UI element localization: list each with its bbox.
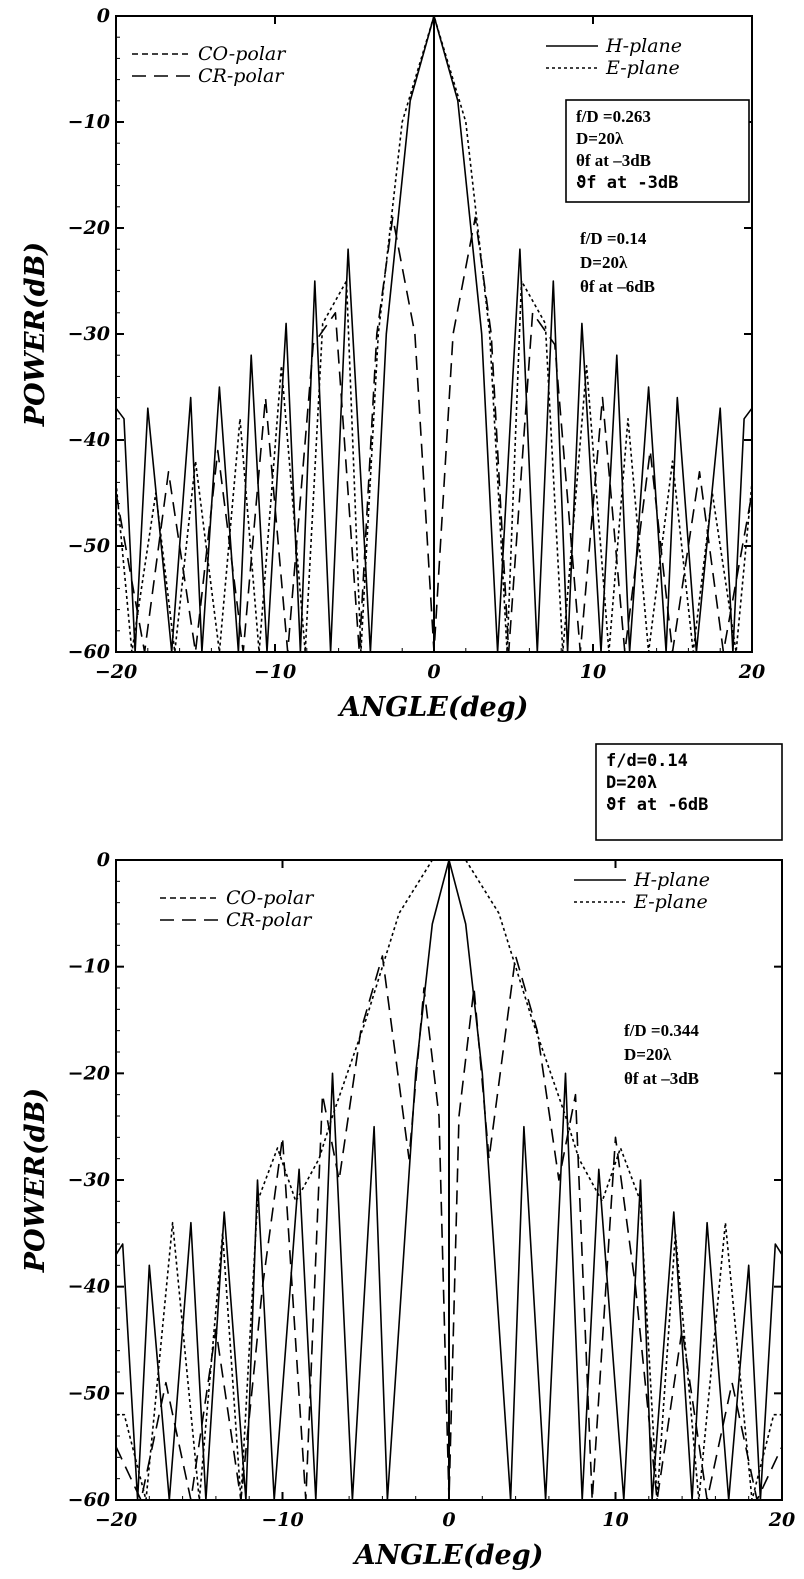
x-tick-label: −10 (254, 661, 296, 683)
y-tick-label: −10 (68, 956, 110, 978)
legend-label: H-plane (633, 869, 710, 891)
x-tick-label: 20 (738, 661, 765, 683)
legend-label: CO-polar (198, 43, 287, 65)
y-tick-label: 0 (97, 849, 110, 871)
chart-panel-2: 0−10−20−30−40−50−60−20 −10 0 10 20ANGLE(deg)… (20, 743, 795, 1571)
x-tick-label: 10 (602, 1509, 628, 1531)
annotation-box (595, 743, 783, 841)
x-tick-label: −20 (95, 661, 137, 683)
legend-label: CO-polar (226, 887, 315, 909)
y-tick-label: −60 (68, 641, 110, 663)
series-line-2 (115, 15, 753, 653)
series-line-3 (115, 955, 783, 1501)
annotation-line: D=20λ (606, 773, 657, 793)
y-tick-label: −50 (68, 535, 110, 557)
y-tick-label: −20 (68, 1062, 110, 1084)
annotation-line: θf at –6dB (580, 277, 655, 296)
annotation-line: D=20λ (624, 1045, 672, 1064)
x-tick-label: 0 (442, 1509, 455, 1531)
y-tick-label: −50 (68, 1382, 110, 1404)
legend-label: CR-polar (198, 65, 285, 87)
x-axis-title: ANGLE(deg) (352, 1540, 544, 1571)
legend-label: E-plane (605, 57, 680, 79)
y-tick-label: −40 (68, 429, 110, 451)
y-tick-label: −30 (68, 323, 110, 345)
y-tick-label: −60 (68, 1489, 110, 1511)
legend-label: H-plane (605, 35, 682, 57)
x-tick-label: −10 (261, 1509, 303, 1531)
y-axis-title: POWER(dB) (20, 1088, 51, 1273)
annotation-line: f/d=0.14 (606, 751, 688, 771)
y-tick-label: −40 (68, 1276, 110, 1298)
series-line-3 (115, 216, 753, 653)
annotation-line: f/D =0.14 (580, 229, 647, 248)
x-axis-title: ANGLE(deg) (337, 692, 529, 723)
chart-panel-1: 0−10−20−30−40−50−60−20 −10 0 10 20ANGLE(deg)… (20, 5, 765, 723)
y-tick-label: −30 (68, 1169, 110, 1191)
x-tick-label: 20 (768, 1509, 795, 1531)
annotation-line: ϑf at -3dB (576, 173, 678, 193)
annotation-line: f/D =0.344 (624, 1021, 699, 1040)
x-tick-label: 0 (427, 661, 440, 683)
annotation-line: D=20λ (580, 253, 628, 272)
annotation-line: D=20λ (576, 129, 624, 148)
y-axis-title: POWER(dB) (20, 242, 51, 427)
legend-label: E-plane (633, 891, 708, 913)
x-tick-label: −20 (95, 1509, 137, 1531)
y-tick-label: −10 (68, 111, 110, 133)
series-line-2 (116, 859, 782, 1501)
annotation-box (565, 99, 750, 203)
y-tick-label: −20 (68, 217, 110, 239)
annotation-line: ϑf at -6dB (606, 795, 708, 815)
annotation-line: θf at –3dB (624, 1069, 699, 1088)
annotation-line: θf at –3dB (576, 151, 651, 170)
y-tick-label: 0 (97, 5, 110, 27)
x-tick-label: 10 (580, 661, 606, 683)
legend-label: CR-polar (226, 909, 313, 931)
annotation-line: f/D =0.263 (576, 107, 651, 126)
